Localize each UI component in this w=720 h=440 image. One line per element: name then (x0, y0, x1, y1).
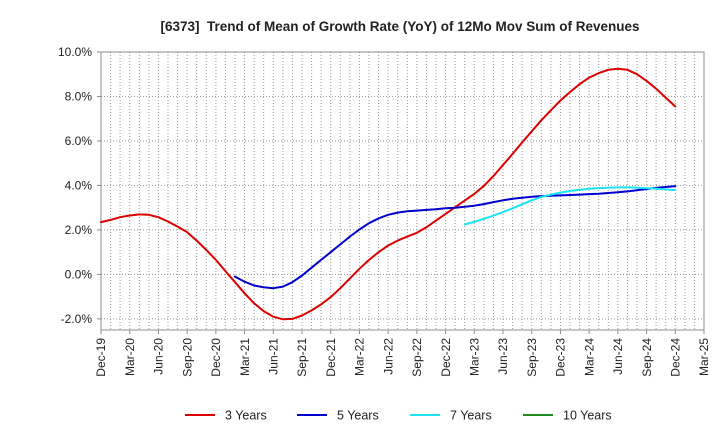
series-line-3-years (100, 67, 677, 321)
series-line-5-years (234, 185, 677, 290)
x-tick-label: Jun-22 (381, 338, 395, 375)
x-tick-label: Mar-20 (123, 338, 137, 376)
chart-title: [6373] Trend of Mean of Growth Rate (YoY… (160, 19, 639, 34)
x-tick-label: Mar-24 (582, 338, 596, 376)
x-tick-label: Mar-22 (353, 338, 367, 376)
x-tick-label: Dec-23 (554, 338, 568, 377)
x-tick-label: Dec-22 (439, 338, 453, 377)
x-tick-label: Dec-24 (668, 338, 682, 377)
x-tick-label: Mar-23 (467, 338, 481, 376)
legend-item-3-years: 3 Years (185, 409, 267, 423)
legend-item-7-years: 7 Years (410, 409, 492, 423)
y-tick-label: 2.0% (65, 223, 93, 237)
x-tick-label: Dec-21 (324, 338, 338, 377)
legend-label: 3 Years (225, 409, 267, 423)
legend-label: 7 Years (450, 409, 492, 423)
y-tick-label: 0.0% (65, 267, 93, 281)
x-tick-label: Sep-23 (525, 338, 539, 377)
x-tick-label: Sep-22 (410, 338, 424, 377)
x-tick-label: Sep-20 (180, 338, 194, 377)
legend: 3 Years 5 Years 7 Years 10 Years (185, 409, 612, 423)
legend-item-10-years: 10 Years (523, 409, 612, 423)
x-tick-label: Mar-21 (238, 338, 252, 376)
series-line-7-years (463, 186, 677, 226)
gridlines (101, 52, 704, 330)
x-tick-label: Dec-20 (209, 338, 223, 377)
y-tick-label: 8.0% (65, 89, 93, 103)
y-tick-label: 10.0% (58, 45, 92, 59)
x-tick-label: Sep-24 (640, 338, 654, 377)
plot-frame (100, 51, 705, 331)
x-tick-label: Jun-20 (152, 338, 166, 375)
x-tick-label: Sep-21 (295, 338, 309, 377)
x-tick-label: Dec-19 (94, 338, 108, 377)
x-tick-label: Jun-23 (496, 338, 510, 375)
axes: Dec-19 Mar-20 Jun-20 Sep-20 Dec-20 Mar-21 Jun-… (58, 45, 711, 377)
legend-label: 10 Years (563, 409, 612, 423)
legend-item-5-years: 5 Years (297, 409, 379, 423)
legend-label: 5 Years (337, 409, 379, 423)
series-lines (100, 67, 677, 321)
x-tick-label: Jun-21 (266, 338, 280, 375)
y-tick-label: -2.0% (61, 312, 93, 326)
y-tick-label: 6.0% (65, 134, 93, 148)
y-tick-label: 4.0% (65, 178, 93, 192)
x-tick-label: Jun-24 (611, 338, 625, 375)
x-tick-label: Mar-25 (697, 338, 711, 376)
